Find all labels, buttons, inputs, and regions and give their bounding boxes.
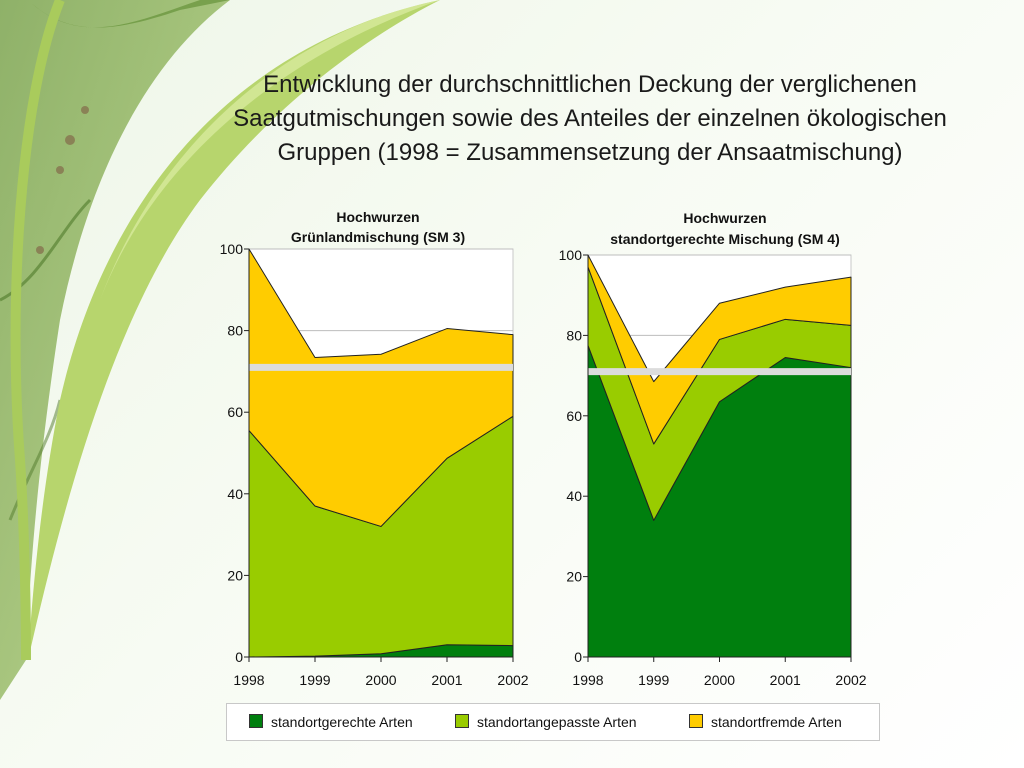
x-tick-label: 2000 [704,672,735,688]
slide-title-line: Saatgutmischungen sowie des Anteiles der… [233,105,947,132]
legend-label: standortfremde Arten [711,714,842,730]
y-tick-label: 80 [566,327,582,343]
y-tick-label: 20 [227,567,243,583]
slide-title-line: Entwicklung der durchschnittlichen Decku… [263,71,917,98]
y-tick-label: 60 [227,404,243,420]
y-tick-label: 100 [220,241,244,257]
x-tick-label: 2001 [431,672,462,688]
legend-label: standortgerechte Arten [271,714,413,730]
area-series [248,248,514,527]
x-tick-label: 2002 [835,672,866,688]
y-tick-label: 0 [574,649,582,665]
x-tick-label: 1998 [572,672,603,688]
y-tick-label: 20 [566,569,582,585]
x-tick-label: 2000 [365,672,396,688]
y-tick-label: 40 [227,486,243,502]
legend-swatch-icon [455,714,469,728]
y-tick-label: 80 [227,323,243,339]
chart-legend: standortgerechte Arten standortangepasst… [226,703,880,741]
area-series [587,254,852,445]
legend-item: standortangepasste Arten [455,714,637,730]
y-tick-label: 40 [566,488,582,504]
x-tick-label: 1999 [638,672,669,688]
chart-title: Hochwurzen [683,210,766,226]
x-tick-label: 2001 [770,672,801,688]
x-tick-label: 2002 [497,672,528,688]
y-tick-label: 100 [559,247,583,263]
slide-title-line: Gruppen (1998 = Zusammensetzung der Ansa… [277,139,903,166]
legend-item: standortfremde Arten [689,714,842,730]
legend-swatch-icon [689,714,703,728]
x-tick-label: 1999 [299,672,330,688]
legend-item: standortgerechte Arten [249,714,413,730]
y-tick-label: 0 [235,649,243,665]
slide-title: Entwicklung der durchschnittlichen Decku… [160,68,1020,170]
chart-subtitle: standortgerechte Mischung (SM 4) [610,231,839,247]
legend-swatch-icon [249,714,263,728]
y-tick-label: 60 [566,408,582,424]
chart-subtitle: Grünlandmischung (SM 3) [291,229,465,245]
chart-title: Hochwurzen [336,209,419,225]
legend-label: standortangepasste Arten [477,714,637,730]
x-tick-label: 1998 [233,672,264,688]
